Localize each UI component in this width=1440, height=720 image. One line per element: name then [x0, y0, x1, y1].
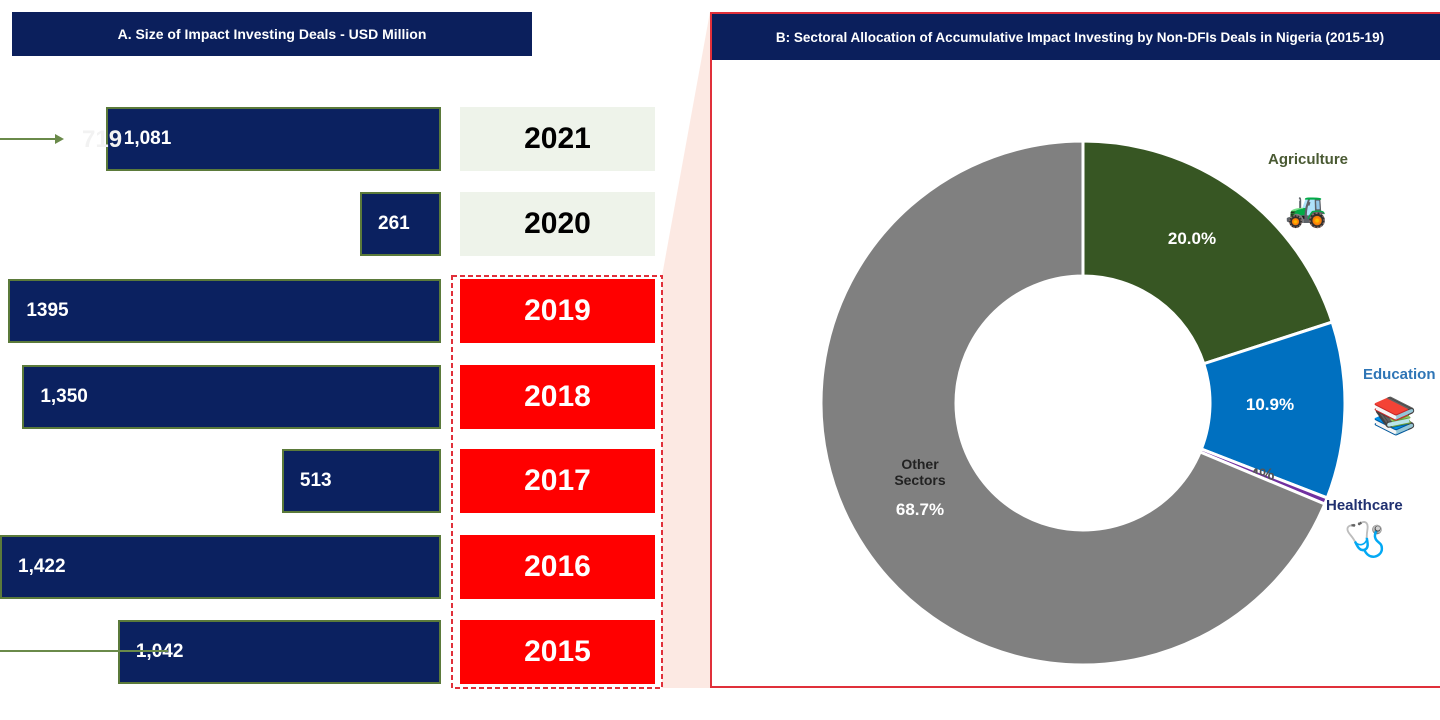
zoom-connector — [662, 12, 710, 688]
bar-2019: 1395 — [8, 279, 441, 343]
label-education: Education — [1363, 366, 1436, 383]
year-label-2016: 2016 — [460, 535, 655, 599]
bar-2016: 1,422 — [0, 535, 441, 599]
slice-other-sectors — [819, 139, 1327, 667]
stethoscope-icon: 🩺 — [1344, 521, 1387, 559]
bar-2018: 1,350 — [22, 365, 441, 429]
label-other-sectors: Other Sectors — [894, 456, 946, 488]
year-label-2017: 2017 — [460, 449, 655, 513]
bar-2021: 1,081 — [105, 107, 441, 171]
highlight-box — [451, 275, 663, 689]
panel-b-title: B: Sectoral Allocation of Accumulative I… — [712, 14, 1440, 60]
bar-2017: 513 — [281, 449, 441, 513]
data-label-education: 10.9% — [1246, 395, 1294, 414]
faint-annotation: 719 — [82, 126, 123, 153]
data-label-other-sectors: 68.7% — [896, 500, 944, 519]
bar-2015: 1,042 — [117, 620, 441, 684]
data-label-agriculture: 20.0% — [1168, 229, 1216, 248]
year-label-2019: 2019 — [460, 279, 655, 343]
slice-agriculture — [1081, 139, 1335, 366]
label-agriculture: Agriculture — [1268, 151, 1349, 168]
books-icon: 📚 — [1372, 395, 1417, 436]
panel-b: B: Sectoral Allocation of Accumulative I… — [710, 12, 1440, 688]
year-label-2015: 2015 — [460, 620, 655, 684]
arrow-head — [55, 134, 64, 144]
bar-2020: 261 — [360, 192, 441, 256]
year-label-2020: 2020 — [460, 192, 655, 256]
tractor-icon: 🚜 — [1285, 191, 1328, 229]
panel-a-title: A. Size of Impact Investing Deals - USD … — [12, 12, 532, 56]
label-healthcare: Healthcare — [1326, 497, 1403, 514]
year-label-2021: 2021 — [460, 107, 655, 171]
year-label-2018: 2018 — [460, 365, 655, 429]
